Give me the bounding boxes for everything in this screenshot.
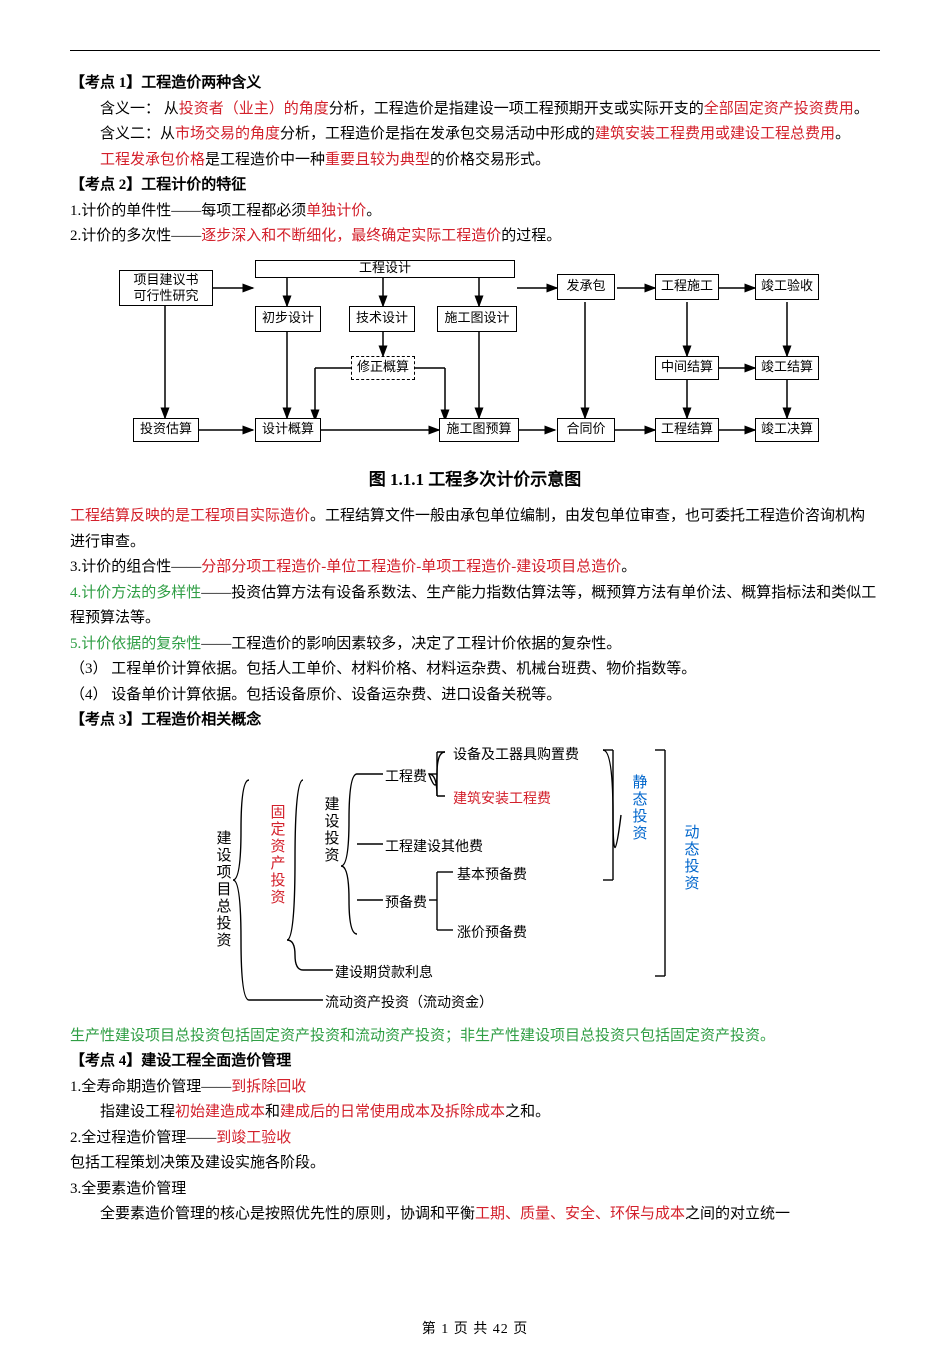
t4l2e: 之和。: [505, 1104, 550, 1120]
t1l1e: 。: [854, 101, 869, 117]
after-d1-s1: 工程结算反映的是工程项目实际造价。工程结算文件一般由承包单位编制，由发包单位审查…: [70, 504, 880, 555]
after-d2-s1: 生产性建设项目总投资包括固定资产投资和流动资产投资；非生产性建设项目总投资只包括…: [70, 1024, 880, 1050]
t4l2c: 和: [265, 1104, 280, 1120]
t4l3b: 到竣工验收: [216, 1130, 291, 1146]
diagram1: 项目建议书可行性研究 工程设计 初步设计 技术设计 施工图设计 发承包 工程施工…: [70, 260, 880, 495]
t4-l2: 指建设工程初始建造成本和建成后的日常使用成本及拆除成本之和。: [70, 1100, 880, 1126]
t4l1b: 到拆除回收: [231, 1079, 306, 1095]
topic1-line2: 含义二：从市场交易的角度分析，工程造价是指在发承包交易活动中形成的建筑安装工程费…: [70, 122, 880, 148]
ad1s1a: 工程结算反映的是工程项目实际造价: [70, 508, 310, 524]
diagram2: 建设项目总投资 固定资产投资 建设投资 工程费 设备及工器具购置费 建筑安装工程…: [205, 740, 745, 1020]
d2-gcf: 工程费: [385, 766, 427, 790]
d1-xzgs: 修正概算: [351, 356, 415, 380]
d1-engdes: 工程设计: [255, 260, 515, 278]
after-d1-l7: （4） 设备单价计算依据。包括设备原价、设备运杂费、进口设备关税等。: [70, 683, 880, 709]
after-d1-l3: 3.计价的组合性——分部分项工程造价-单位工程造价-单项工程造价-建设项目总造价…: [70, 555, 880, 581]
t2l1a: 1.计价的单件性——每项工程都必须: [70, 203, 306, 219]
d1-htj: 合同价: [557, 418, 615, 442]
d2-zjybf: 涨价预备费: [457, 922, 527, 946]
after-d1-l6: （3） 工程单价计算依据。包括人工单价、材料价格、材料运杂费、机械台班费、物价指…: [70, 657, 880, 683]
t1l2b: 市场交易的角度: [175, 126, 280, 142]
d1-tech: 技术设计: [349, 306, 415, 332]
d1-jgys: 竣工验收: [755, 274, 819, 300]
d1-gcjs: 工程结算: [655, 418, 719, 442]
d1-fcb: 发承包: [557, 274, 615, 300]
topic2-l2: 2.计价的多次性——逐步深入和不断细化，最终确定实际工程造价的过程。: [70, 224, 880, 250]
t4l6b: 工期、质量、安全、环保与成本: [475, 1206, 685, 1222]
ad1l4a: 4.计价方法的多样性: [70, 585, 201, 601]
t1l1c: 分析，工程造价是指建设一项工程预期开支或实际开支的: [329, 101, 704, 117]
d1-sgtys: 施工图预算: [439, 418, 519, 442]
t4-l6: 全要素造价管理的核心是按照优先性的原则，协调和平衡工期、质量、安全、环保与成本之…: [70, 1202, 880, 1228]
d1-sjgs: 设计概算: [255, 418, 321, 442]
d2-gcjs: 工程建设其他费: [385, 836, 483, 860]
d2-flow: 流动资产投资（流动资金）: [325, 992, 493, 1016]
d2-jbybf: 基本预备费: [457, 864, 527, 888]
t2l1c: 。: [366, 203, 381, 219]
topic1-line3: 工程发承包价格是工程造价中一种重要且较为典型的价格交易形式。: [70, 148, 880, 174]
t4l2b: 初始建造成本: [175, 1104, 265, 1120]
t1l3d: 的价格交易形式。: [430, 152, 550, 168]
d2-build: 建设投资: [317, 796, 343, 864]
d2-static: 静态投资: [625, 774, 651, 842]
d1-jgjs2: 竣工结算: [755, 356, 819, 380]
top-rule: [70, 50, 880, 51]
topic1-header: 【考点 1】工程造价两种含义: [70, 71, 880, 97]
ad1l5a: 5.计价依据的复杂性: [70, 636, 201, 652]
t4l6c: 之间的对立统一: [685, 1206, 790, 1222]
d2-ybf: 预备费: [385, 892, 427, 916]
page-footer: 第 1 页 共 42 页: [70, 1318, 880, 1342]
topic4-header: 【考点 4】建设工程全面造价管理: [70, 1049, 880, 1075]
t4-l4: 包括工程策划决策及建设实施各阶段。: [70, 1151, 880, 1177]
t4-l5: 3.全要素造价管理: [70, 1177, 880, 1203]
t1l1a: 含义一： 从: [100, 101, 179, 117]
t1l2a: 含义二：从: [100, 126, 175, 142]
d2-root: 建设项目总投资: [209, 830, 235, 949]
ad1l3a: 3.计价的组合性——: [70, 559, 201, 575]
d1-jgjc: 竣工决算: [755, 418, 819, 442]
t1l3a: 工程发承包价格: [100, 152, 205, 168]
t4l3a: 2.全过程造价管理——: [70, 1130, 216, 1146]
d1-gcsg: 工程施工: [655, 274, 719, 300]
t4l1a: 1.全寿命期造价管理——: [70, 1079, 231, 1095]
d1-tzgs: 投资估算: [133, 418, 199, 442]
t2l2a: 2.计价的多次性——: [70, 228, 201, 244]
t1l2e: 。: [835, 126, 850, 142]
t2l2b: 逐步深入和不断细化，最终确定实际工程造价: [201, 228, 501, 244]
d2-sbf: 设备及工器具购置费: [453, 744, 579, 768]
d2-fixed: 固定资产投资: [263, 804, 289, 906]
t4l6a: 全要素造价管理的核心是按照优先性的原则，协调和平衡: [100, 1206, 475, 1222]
d2-jzf: 建筑安装工程费: [453, 788, 551, 812]
t2l2c: 的过程。: [501, 228, 561, 244]
t1l1b: 投资者（业主）的角度: [179, 101, 329, 117]
ad1l3b: 分部分项工程造价-单位工程造价-单项工程造价-建设项目总造价: [201, 559, 621, 575]
t1l3c: 重要且较为典型: [325, 152, 430, 168]
topic2-l1: 1.计价的单件性——每项工程都必须单独计价。: [70, 199, 880, 225]
t4l2a: 指建设工程: [100, 1104, 175, 1120]
d1-zjjs: 中间结算: [655, 356, 719, 380]
t4-l1: 1.全寿命期造价管理——到拆除回收: [70, 1075, 880, 1101]
ad1l3c: 。: [621, 559, 636, 575]
ad1l5b: ——工程造价的影响因素较多，决定了工程计价依据的复杂性。: [201, 636, 621, 652]
diagram1-canvas: 项目建议书可行性研究 工程设计 初步设计 技术设计 施工图设计 发承包 工程施工…: [115, 260, 835, 460]
d1-prelim: 初步设计: [255, 306, 321, 332]
t4-l3: 2.全过程造价管理——到竣工验收: [70, 1126, 880, 1152]
after-d1-l4: 4.计价方法的多样性——投资估算方法有设备系数法、生产能力指数估算法等，概预算方…: [70, 581, 880, 632]
topic1-line1: 含义一： 从投资者（业主）的角度分析，工程造价是指建设一项工程预期开支或实际开支…: [70, 97, 880, 123]
d1-cons: 施工图设计: [437, 306, 517, 332]
topic3-header: 【考点 3】工程造价相关概念: [70, 708, 880, 734]
diagram1-caption: 图 1.1.1 工程多次计价示意图: [70, 466, 880, 495]
d1-proj: 项目建议书可行性研究: [119, 270, 213, 306]
after-d1-l5: 5.计价依据的复杂性——工程造价的影响因素较多，决定了工程计价依据的复杂性。: [70, 632, 880, 658]
d2-dynamic: 动态投资: [677, 824, 703, 892]
t1l2d: 建筑安装工程费用或建设工程总费用: [595, 126, 835, 142]
t1l1d: 全部固定资产投资费用: [704, 101, 854, 117]
t4l2d: 建成后的日常使用成本及拆除成本: [280, 1104, 505, 1120]
t1l3b: 是工程造价中一种: [205, 152, 325, 168]
topic2-header: 【考点 2】工程计价的特征: [70, 173, 880, 199]
t1l2c: 分析，工程造价是指在发承包交易活动中形成的: [280, 126, 595, 142]
d2-loan: 建设期贷款利息: [335, 962, 433, 986]
t2l1b: 单独计价: [306, 203, 366, 219]
